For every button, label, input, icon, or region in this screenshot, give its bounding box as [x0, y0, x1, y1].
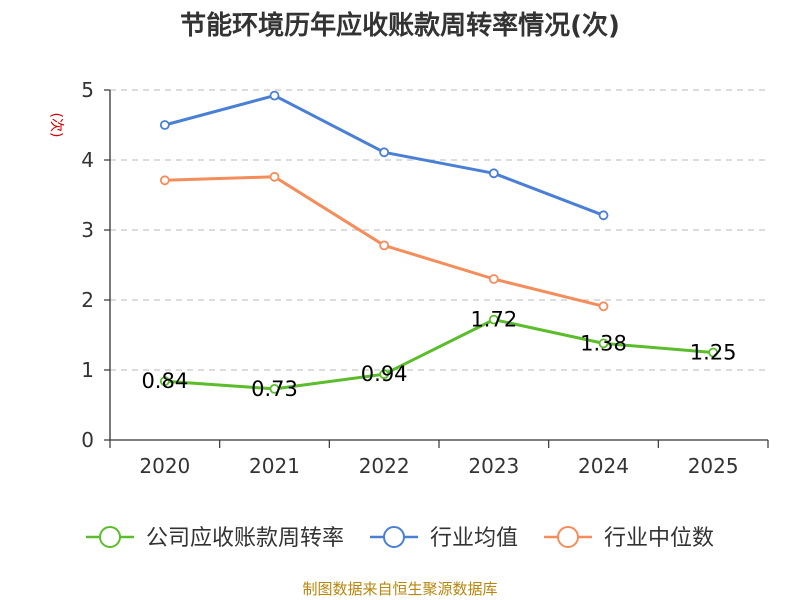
- data-point: [269, 171, 280, 182]
- axes: 0 1 2 3 4 5 2020 2021 2022 2023 2024 2025: [81, 78, 769, 478]
- data-label: 1.72: [470, 308, 517, 332]
- data-point: [379, 240, 390, 251]
- y-tick-label: 1: [81, 358, 94, 382]
- data-point: [269, 90, 280, 101]
- x-tick-label: 2021: [249, 454, 300, 478]
- data-label: 0.94: [361, 362, 408, 386]
- series-0: [159, 314, 719, 394]
- series: [159, 90, 719, 394]
- legend-item: 行业均值: [370, 526, 518, 551]
- legend-marker-icon: [383, 526, 405, 548]
- legend-label: 行业均值: [430, 526, 518, 551]
- series-1: [159, 90, 609, 221]
- legend-label: 公司应收账款周转率: [146, 526, 344, 551]
- y-tick-label: 5: [81, 78, 94, 102]
- y-axis-label: (次): [48, 113, 64, 138]
- y-tick-label: 4: [81, 148, 94, 172]
- source-note: 制图数据来自恒生聚源数据库: [302, 580, 497, 598]
- legend-item: 公司应收账款周转率: [86, 526, 344, 551]
- legend-marker-icon: [557, 526, 579, 548]
- data-point: [159, 376, 170, 387]
- x-tick-label: 2024: [578, 454, 629, 478]
- y-tick-label: 2: [81, 288, 94, 312]
- data-point: [159, 175, 170, 186]
- data-point: [598, 301, 609, 312]
- data-point: [488, 274, 499, 284]
- x-tick-label: 2022: [359, 454, 410, 478]
- data-label: 0.73: [251, 377, 298, 401]
- legend: 公司应收账款周转率 行业均值 行业中位数: [86, 526, 714, 551]
- data-point: [598, 210, 609, 221]
- data-point: [488, 314, 499, 325]
- series-2: [159, 171, 609, 312]
- data-point: [708, 347, 719, 358]
- data-point: [269, 383, 280, 394]
- data-label: 1.38: [580, 331, 627, 355]
- data-point: [379, 369, 390, 380]
- x-tick-label: 2023: [468, 454, 519, 478]
- x-tick-label: 2020: [139, 454, 190, 478]
- data-label: 1.25: [690, 341, 737, 365]
- data-labels: 0.84 0.73 0.94 1.72 1.38 1.25: [141, 308, 736, 401]
- legend-marker-icon: [99, 526, 121, 548]
- data-point: [488, 168, 499, 179]
- series-line: [163, 318, 715, 391]
- data-point: [598, 338, 609, 349]
- data-label: 0.84: [141, 369, 188, 393]
- legend-label: 行业中位数: [604, 526, 714, 551]
- chart-title: 节能环境历年应收账款周转率情况(次): [180, 10, 620, 41]
- y-tick-label: 0: [81, 428, 94, 452]
- grid: [110, 89, 768, 371]
- data-point: [379, 147, 390, 158]
- x-tick-label: 2025: [688, 454, 739, 478]
- data-point: [159, 120, 170, 130]
- y-tick-label: 3: [81, 218, 94, 242]
- legend-item: 行业中位数: [544, 526, 714, 551]
